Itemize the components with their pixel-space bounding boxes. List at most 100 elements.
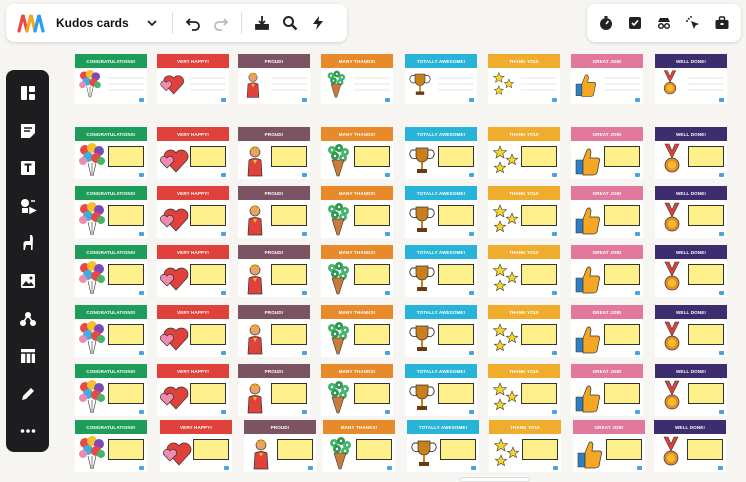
message-box[interactable] bbox=[108, 324, 144, 345]
kudos-card[interactable]: Well done! bbox=[655, 245, 727, 297]
kudos-card[interactable]: Proud! bbox=[238, 364, 310, 416]
kudos-card[interactable]: Many thanks! bbox=[321, 127, 393, 179]
timer-icon[interactable] bbox=[592, 9, 620, 37]
message-box[interactable] bbox=[438, 146, 474, 167]
message-box[interactable] bbox=[521, 205, 557, 226]
kudos-card[interactable]: Proud! bbox=[238, 186, 310, 238]
search-icon[interactable] bbox=[276, 9, 304, 37]
more-icon[interactable] bbox=[11, 414, 45, 448]
kudos-card[interactable]: Great job! bbox=[571, 364, 643, 416]
lightning-icon[interactable] bbox=[304, 9, 332, 37]
table-icon[interactable] bbox=[11, 339, 45, 373]
cursor-click-icon[interactable] bbox=[679, 9, 707, 37]
message-box[interactable] bbox=[521, 324, 557, 345]
message-box[interactable] bbox=[271, 146, 307, 167]
kudos-card[interactable]: Totally awesome! bbox=[405, 364, 477, 416]
message-box[interactable] bbox=[108, 383, 144, 404]
kudos-card[interactable]: Congratulations! bbox=[75, 245, 147, 297]
shapes-icon[interactable] bbox=[11, 189, 45, 223]
kudos-card[interactable]: Many thanks! bbox=[321, 305, 393, 357]
kudos-card[interactable]: Congratulations! bbox=[75, 127, 147, 179]
kudos-card[interactable]: Totally awesome! bbox=[405, 305, 477, 357]
kudos-card[interactable]: Congratulations! bbox=[75, 420, 147, 472]
message-box[interactable] bbox=[521, 383, 557, 404]
message-box[interactable] bbox=[604, 383, 640, 404]
kudos-card[interactable]: Many thanks! bbox=[321, 54, 393, 104]
templates-icon[interactable] bbox=[11, 76, 45, 110]
kudos-card[interactable]: Thank you! bbox=[488, 127, 560, 179]
kudos-card[interactable]: Very happy! bbox=[157, 305, 229, 357]
message-box[interactable] bbox=[438, 383, 474, 404]
kudos-card[interactable]: Well done! bbox=[655, 186, 727, 238]
briefcase-icon[interactable] bbox=[708, 9, 736, 37]
kudos-card[interactable]: Thank you! bbox=[488, 245, 560, 297]
message-box[interactable] bbox=[277, 439, 313, 460]
kudos-card[interactable]: Congratulations! bbox=[75, 54, 147, 104]
kudos-card[interactable]: Very happy! bbox=[157, 54, 229, 104]
kudos-card[interactable]: Many thanks! bbox=[323, 420, 395, 472]
message-box[interactable] bbox=[354, 383, 390, 404]
message-box[interactable] bbox=[606, 439, 642, 460]
message-box[interactable] bbox=[438, 264, 474, 285]
kudos-card[interactable]: Thank you! bbox=[489, 420, 561, 472]
message-box[interactable] bbox=[108, 146, 144, 167]
kudos-card[interactable]: Proud! bbox=[244, 420, 316, 472]
text-icon[interactable] bbox=[11, 151, 45, 185]
kudos-card[interactable]: Well done! bbox=[655, 364, 727, 416]
mind-map-icon[interactable] bbox=[11, 302, 45, 336]
kudos-card[interactable]: Great job! bbox=[571, 245, 643, 297]
message-box[interactable] bbox=[687, 439, 723, 460]
kudos-card[interactable]: Congratulations! bbox=[75, 305, 147, 357]
pen-icon[interactable] bbox=[11, 377, 45, 411]
export-icon[interactable] bbox=[248, 9, 276, 37]
message-box[interactable] bbox=[190, 146, 226, 167]
miro-logo-icon[interactable] bbox=[16, 11, 46, 35]
kudos-card[interactable]: Well done! bbox=[655, 127, 727, 179]
message-box[interactable] bbox=[190, 324, 226, 345]
redo-icon[interactable] bbox=[207, 9, 235, 37]
kudos-card[interactable]: Thank you! bbox=[488, 186, 560, 238]
kudos-card[interactable]: Very happy! bbox=[157, 127, 229, 179]
llama-icon[interactable] bbox=[11, 226, 45, 260]
message-box[interactable] bbox=[604, 205, 640, 226]
horizontal-scrollbar[interactable] bbox=[460, 477, 530, 482]
message-box[interactable] bbox=[604, 146, 640, 167]
message-box[interactable] bbox=[438, 324, 474, 345]
image-icon[interactable] bbox=[11, 264, 45, 298]
message-box[interactable] bbox=[354, 205, 390, 226]
message-box[interactable] bbox=[522, 439, 558, 460]
kudos-card[interactable]: Proud! bbox=[238, 127, 310, 179]
message-box[interactable] bbox=[271, 264, 307, 285]
kudos-card[interactable]: Well done! bbox=[655, 54, 727, 104]
kudos-card[interactable]: Many thanks! bbox=[321, 364, 393, 416]
message-box[interactable] bbox=[354, 264, 390, 285]
chevron-down-icon[interactable] bbox=[138, 9, 166, 37]
message-box[interactable] bbox=[521, 146, 557, 167]
checkbox-icon[interactable] bbox=[621, 9, 649, 37]
kudos-card[interactable]: Many thanks! bbox=[321, 245, 393, 297]
message-box[interactable] bbox=[688, 264, 724, 285]
message-box[interactable] bbox=[604, 264, 640, 285]
message-box[interactable] bbox=[688, 205, 724, 226]
sticky-note-icon[interactable] bbox=[11, 114, 45, 148]
kudos-card[interactable]: Thank you! bbox=[488, 54, 560, 104]
message-box[interactable] bbox=[108, 205, 144, 226]
board-title[interactable]: Kudos cards bbox=[56, 16, 129, 30]
kudos-card[interactable]: Very happy! bbox=[160, 420, 232, 472]
kudos-card[interactable]: Congratulations! bbox=[75, 186, 147, 238]
kudos-card[interactable]: Totally awesome! bbox=[405, 245, 477, 297]
message-box[interactable] bbox=[271, 205, 307, 226]
kudos-card[interactable]: Proud! bbox=[238, 54, 310, 104]
kudos-card[interactable]: Proud! bbox=[238, 305, 310, 357]
kudos-card[interactable]: Very happy! bbox=[157, 245, 229, 297]
kudos-card[interactable]: Great job! bbox=[571, 305, 643, 357]
kudos-card[interactable]: Thank you! bbox=[488, 364, 560, 416]
kudos-card[interactable]: Totally awesome! bbox=[405, 127, 477, 179]
undo-icon[interactable] bbox=[179, 9, 207, 37]
kudos-card[interactable]: Great job! bbox=[573, 420, 645, 472]
kudos-card[interactable]: Many thanks! bbox=[321, 186, 393, 238]
kudos-card[interactable]: Totally awesome! bbox=[405, 54, 477, 104]
message-box[interactable] bbox=[354, 146, 390, 167]
message-box[interactable] bbox=[190, 383, 226, 404]
